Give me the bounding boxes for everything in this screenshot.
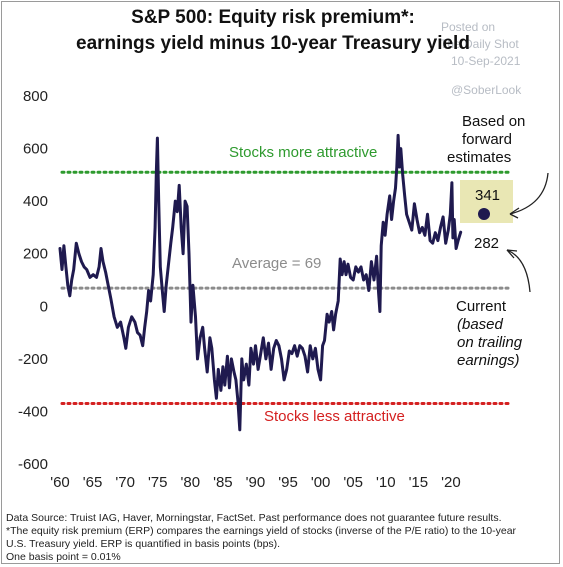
forward-value-label: 341 bbox=[475, 187, 500, 204]
footnote-definition-2: U.S. Treasury yield. ERP is quantified i… bbox=[6, 538, 280, 550]
y-tick-label: 800 bbox=[23, 88, 48, 105]
current-value-label: 282 bbox=[474, 235, 499, 252]
x-tick-label: '95 bbox=[278, 474, 298, 491]
watermark-date: 10-Sep-2021 bbox=[451, 54, 521, 68]
y-tick-label: 200 bbox=[23, 246, 48, 263]
forward-note-line-2: forward bbox=[462, 131, 512, 148]
x-tick-label: '05 bbox=[343, 474, 363, 491]
x-tick-label: '70 bbox=[115, 474, 135, 491]
watermark-source: The Daily Shot bbox=[440, 37, 519, 51]
x-tick-label: '60 bbox=[50, 474, 70, 491]
watermark-handle: @SoberLook bbox=[451, 83, 522, 97]
forward-arrow-head bbox=[509, 207, 520, 219]
more-attractive-label: Stocks more attractive bbox=[229, 144, 377, 161]
footnote-basis-point: One basis point = 0.01% bbox=[6, 551, 121, 563]
forward-note-line-1: Based on bbox=[462, 113, 525, 130]
forward-arrow bbox=[509, 172, 549, 215]
y-tick-label: -600 bbox=[18, 456, 48, 473]
x-tick-label: '20 bbox=[441, 474, 461, 491]
current-note-line-2: (based bbox=[457, 316, 504, 333]
current-note-line-4: earnings) bbox=[457, 352, 520, 369]
x-tick-label: '00 bbox=[311, 474, 331, 491]
forward-estimate-point bbox=[478, 208, 490, 220]
chart-subtitle: earnings yield minus 10-year Treasury yi… bbox=[76, 33, 470, 54]
current-arrow bbox=[506, 249, 531, 293]
x-tick-label: '75 bbox=[148, 474, 168, 491]
x-tick-label: '90 bbox=[246, 474, 266, 491]
x-tick-label: '80 bbox=[181, 474, 201, 491]
x-tick-label: '15 bbox=[409, 474, 429, 491]
footnote-source: Data Source: Truist IAG, Haver, Mornings… bbox=[6, 512, 502, 524]
current-note-line-3: on trailing bbox=[457, 334, 523, 351]
y-tick-label: 400 bbox=[23, 193, 48, 210]
less-attractive-label: Stocks less attractive bbox=[264, 408, 405, 425]
current-note-line-1: Current bbox=[456, 298, 507, 315]
chart-title: S&P 500: Equity risk premium*: bbox=[131, 7, 415, 28]
x-tick-label: '10 bbox=[376, 474, 396, 491]
x-tick-label: '85 bbox=[213, 474, 233, 491]
average-label-backing bbox=[227, 252, 333, 272]
y-tick-label: 0 bbox=[40, 298, 48, 315]
y-tick-label: -200 bbox=[18, 351, 48, 368]
y-tick-label: -400 bbox=[18, 403, 48, 420]
forward-note-line-3: estimates bbox=[447, 149, 511, 166]
y-tick-label: 600 bbox=[23, 141, 48, 158]
current-arrow-head bbox=[506, 249, 518, 259]
average-label: Average = 69 bbox=[232, 255, 321, 272]
series-line-erp bbox=[58, 133, 463, 432]
footnote-definition-1: *The equity risk premium (ERP) compares … bbox=[6, 525, 517, 537]
x-tick-label: '65 bbox=[83, 474, 103, 491]
watermark-posted: Posted on bbox=[441, 20, 495, 34]
